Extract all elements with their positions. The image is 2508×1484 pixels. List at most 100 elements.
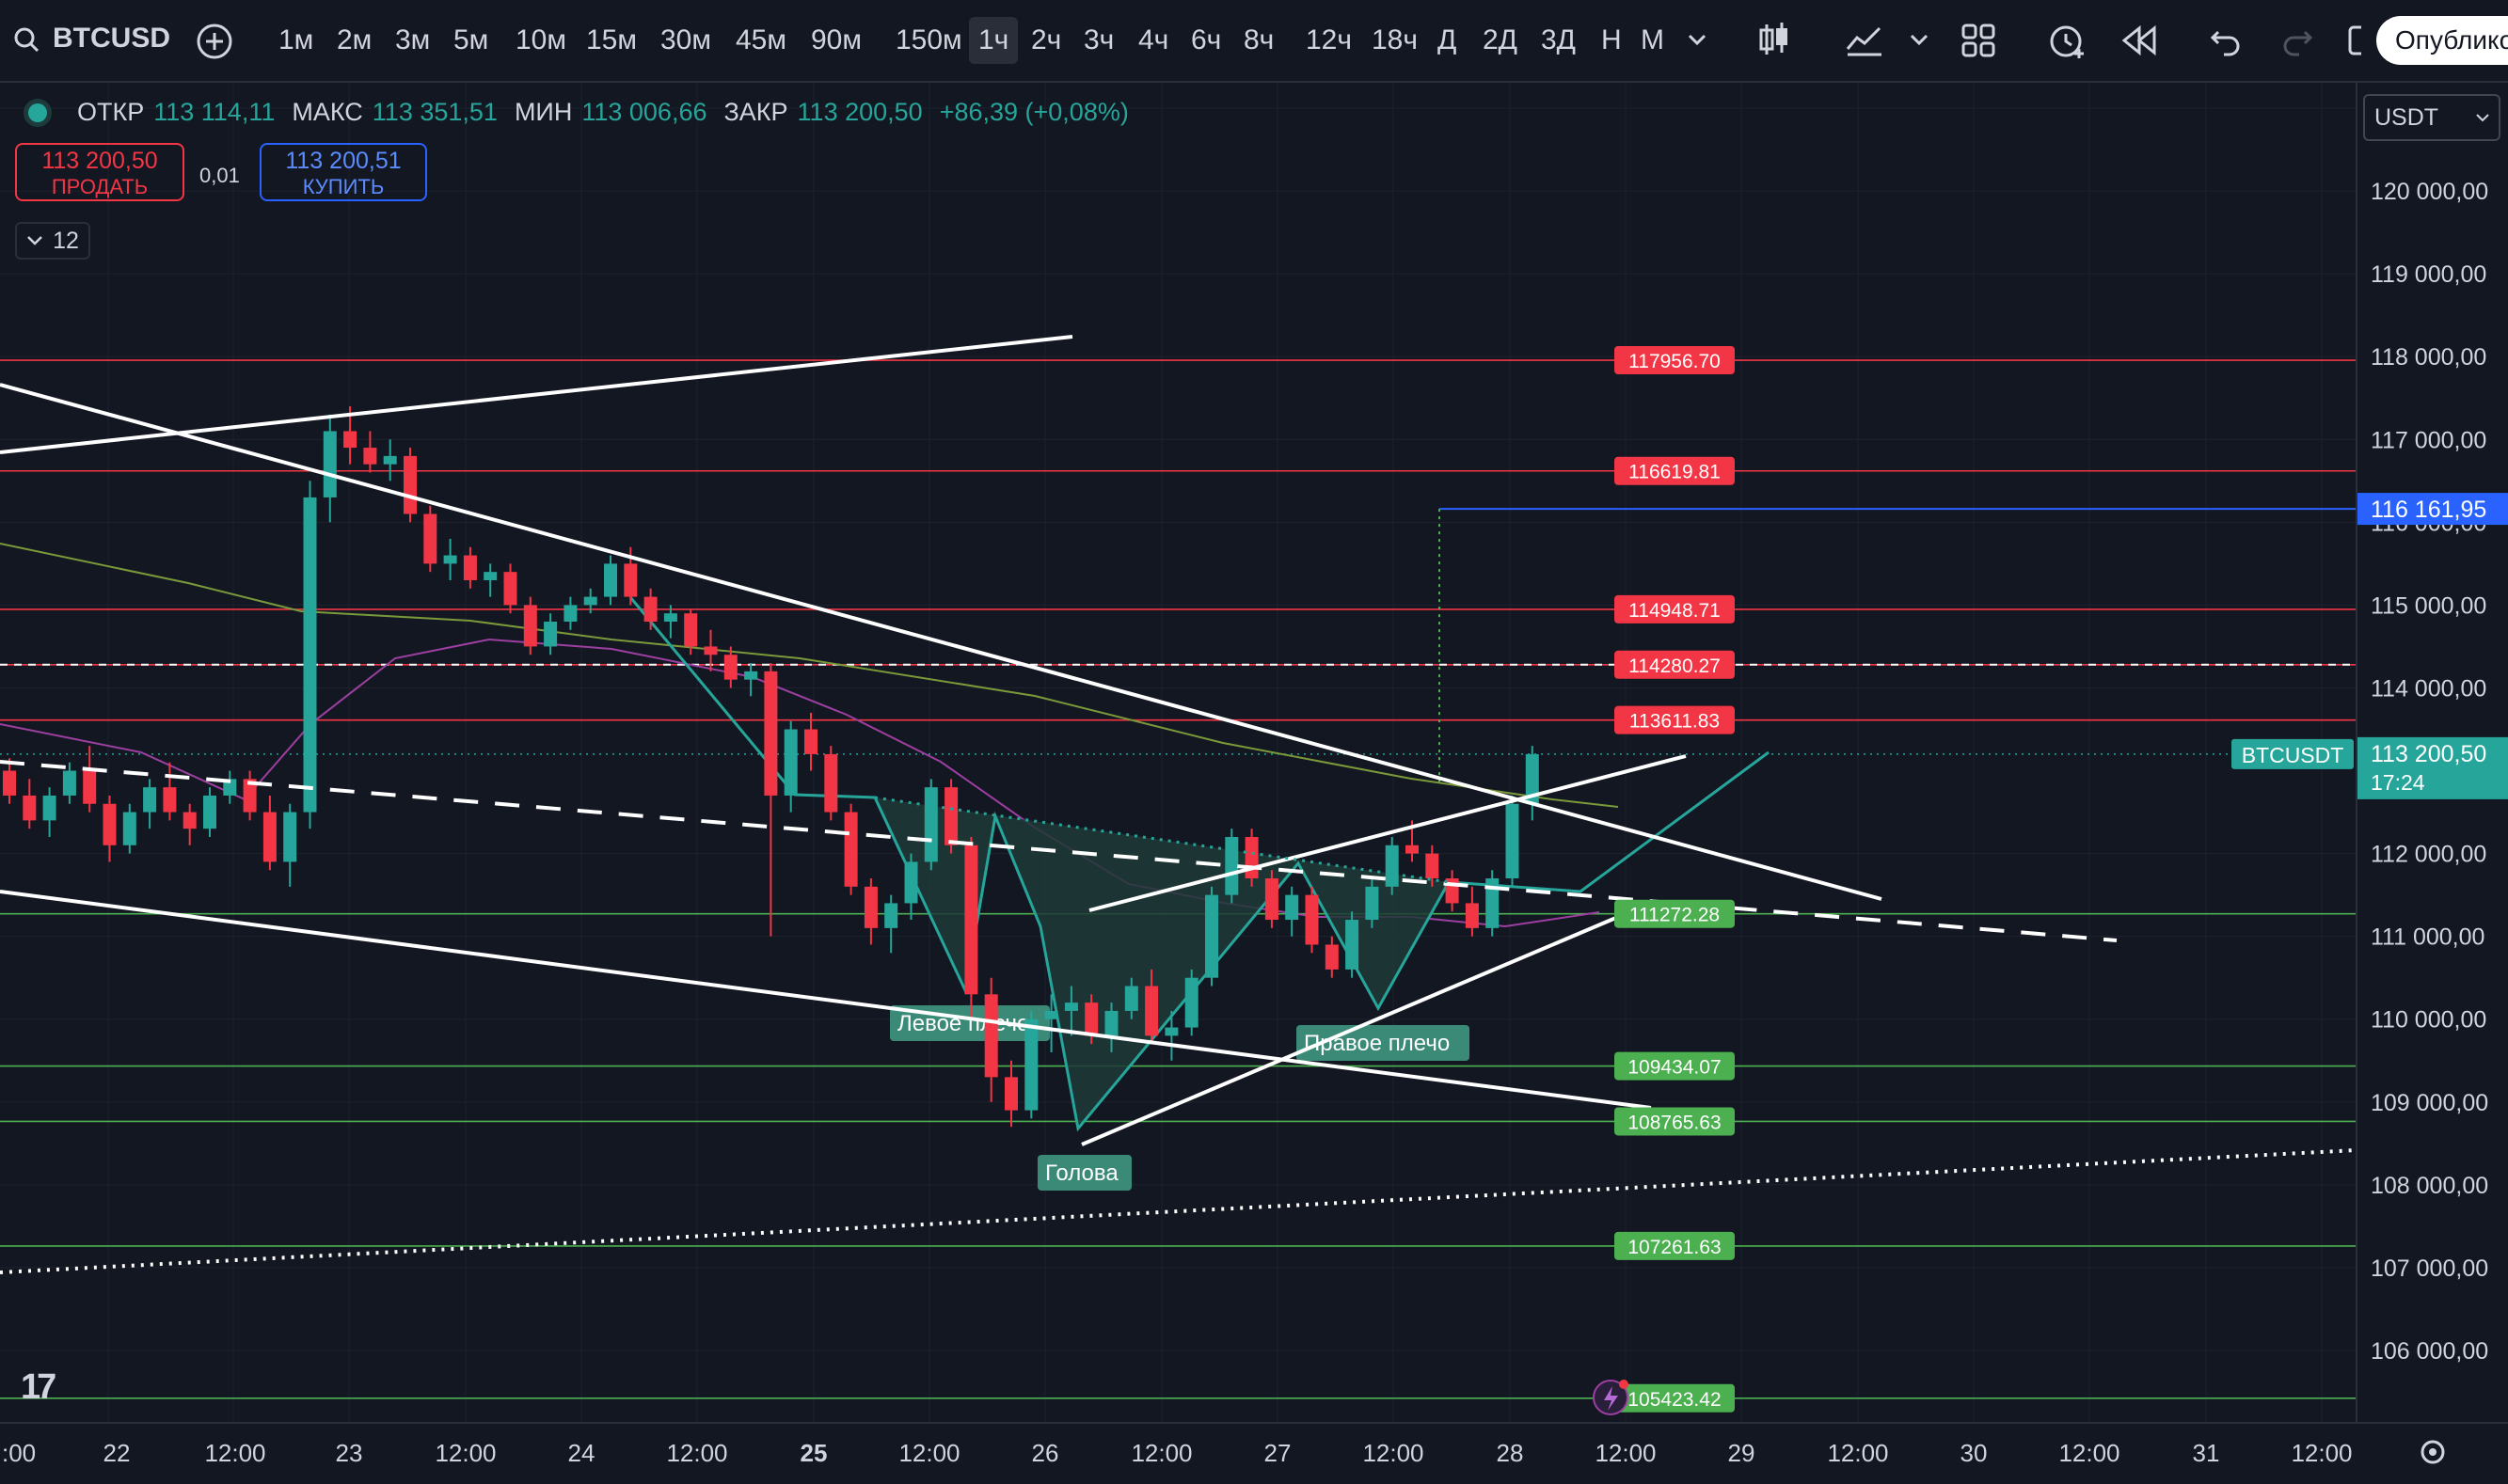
level-label-9: 107261.63	[1627, 1237, 1721, 1258]
candle-body-11	[223, 779, 237, 796]
candle-body-45	[904, 861, 918, 904]
level-label-bg-5	[1614, 705, 1735, 734]
time-tick-15: 29	[1728, 1439, 1755, 1467]
symbol-name[interactable]: BTCUSD	[53, 23, 170, 54]
search-icon[interactable]	[9, 21, 47, 58]
alert-clock-icon[interactable]	[2047, 21, 2087, 65]
interval-9[interactable]: 150м	[896, 24, 962, 55]
candle-body-42	[844, 812, 858, 887]
publish-button[interactable]: Опублико	[2376, 16, 2508, 65]
price-tick-7: 114 000,00	[2371, 675, 2486, 702]
sell-button[interactable]: 113 200,50 ПРОДАТЬ	[15, 143, 184, 201]
candle-body-68	[1365, 886, 1379, 921]
candle-body-29	[583, 596, 597, 606]
interval-0[interactable]: 1м	[278, 24, 314, 55]
interval-10[interactable]: 1ч	[969, 17, 1019, 64]
candle-body-56	[1124, 986, 1138, 1011]
time-tick-17: 30	[1960, 1439, 1988, 1467]
fullscreen-icon[interactable]	[2348, 24, 2367, 61]
candle-body-58	[1165, 1027, 1179, 1036]
last-price-tag-bg	[2357, 736, 2508, 799]
chevron-down-icon-3	[27, 236, 42, 245]
interval-20[interactable]: 3Д	[1541, 24, 1577, 55]
interval-8[interactable]: 90м	[811, 24, 862, 55]
ma-green	[0, 543, 1619, 808]
level-label-4: 114280.27	[1628, 655, 1721, 677]
candle-body-49	[984, 994, 998, 1078]
candle-body-24	[484, 572, 498, 580]
price-tick-2: 119 000,00	[2371, 261, 2486, 288]
interval-14[interactable]: 6ч	[1191, 24, 1222, 55]
redo-icon[interactable]	[2280, 24, 2314, 61]
currency-value: USDT	[2374, 103, 2439, 131]
candle-body-17	[343, 431, 357, 449]
replay-icon[interactable]	[2120, 24, 2158, 61]
settings-gear-icon[interactable]	[2421, 1440, 2445, 1464]
tradingview-logo[interactable]: 17	[21, 1367, 56, 1407]
interval-7[interactable]: 45м	[736, 24, 786, 55]
chevron-down-icon[interactable]	[1686, 28, 1708, 55]
low-label: МИН	[514, 98, 573, 126]
price-tick-9: 111 000,00	[2371, 924, 2484, 951]
change-value: +86,39 (+0,08%)	[939, 98, 1129, 126]
interval-5[interactable]: 15м	[586, 24, 637, 55]
close-label: ЗАКР	[723, 98, 788, 126]
symbol-tag-bg	[2231, 738, 2354, 769]
time-tick-4: 12:00	[435, 1439, 496, 1467]
interval-2[interactable]: 3м	[395, 24, 431, 55]
interval-13[interactable]: 4ч	[1138, 24, 1169, 55]
time-tick-6: 12:00	[666, 1439, 727, 1467]
level-label-1: 117956.70	[1628, 351, 1721, 372]
candle-body-0	[3, 770, 16, 796]
add-symbol-icon[interactable]	[196, 23, 233, 65]
chevron-down-icon-2[interactable]	[1908, 28, 1930, 55]
interval-18[interactable]: Д	[1437, 24, 1457, 55]
indicators-toggle[interactable]: 12	[15, 222, 90, 260]
interval-3[interactable]: 5м	[453, 24, 489, 55]
price-tick-11: 109 000,00	[2371, 1090, 2488, 1116]
indicators-icon[interactable]	[1844, 21, 1885, 63]
blue-price-tag: 116 161,95	[2371, 497, 2486, 523]
time-axis[interactable]: :00 22 12:00 23 12:00 24 12:00 25 12:00 26 12:00 27…	[0, 1422, 2508, 1484]
alert-dot	[1619, 1380, 1628, 1389]
candles-type-icon[interactable]	[1755, 21, 1793, 63]
interval-17[interactable]: 18ч	[1372, 24, 1418, 55]
candle-body-26	[523, 605, 537, 647]
interval-15[interactable]: 8ч	[1244, 24, 1275, 55]
interval-21[interactable]: Н	[1601, 24, 1622, 55]
trendline-descending	[0, 383, 1882, 901]
candle-body-44	[884, 903, 898, 928]
candle-body-62	[1245, 836, 1259, 879]
interval-6[interactable]: 30м	[660, 24, 711, 55]
interval-16[interactable]: 12ч	[1306, 24, 1352, 55]
interval-4[interactable]: 10м	[516, 24, 566, 55]
candle-body-19	[383, 455, 397, 465]
level-label-bg-7	[1614, 1051, 1735, 1081]
candle-body-34	[684, 613, 698, 647]
candle-body-23	[463, 555, 477, 580]
level-label-3: 114948.71	[1628, 600, 1721, 622]
candle-body-41	[824, 753, 838, 813]
interval-11[interactable]: 2ч	[1031, 24, 1062, 55]
interval-19[interactable]: 2Д	[1483, 24, 1518, 55]
interval-1[interactable]: 2м	[337, 24, 373, 55]
buy-button[interactable]: 113 200,51 КУПИТЬ	[260, 143, 427, 201]
interval-12[interactable]: 3ч	[1084, 24, 1115, 55]
level-label-bg-3	[1614, 594, 1735, 624]
layout-grid-icon[interactable]	[1960, 23, 1996, 63]
currency-select[interactable]: USDT	[2363, 94, 2500, 141]
interval-22[interactable]: М	[1641, 24, 1664, 55]
undo-icon[interactable]	[2209, 24, 2243, 61]
candle-body-20	[404, 455, 417, 514]
candle-body-39	[784, 729, 798, 796]
open-value: 113 114,11	[153, 98, 276, 126]
low-value: 113 006,66	[581, 98, 707, 126]
pattern-line	[628, 596, 1770, 1132]
wedge-lower	[1081, 915, 1619, 1146]
candle-body-73	[1465, 903, 1479, 928]
level-label-bg-9	[1614, 1231, 1735, 1260]
candle-body-4	[83, 770, 97, 804]
horizontal-levels	[0, 359, 2367, 1399]
indicators-count: 12	[53, 227, 79, 254]
